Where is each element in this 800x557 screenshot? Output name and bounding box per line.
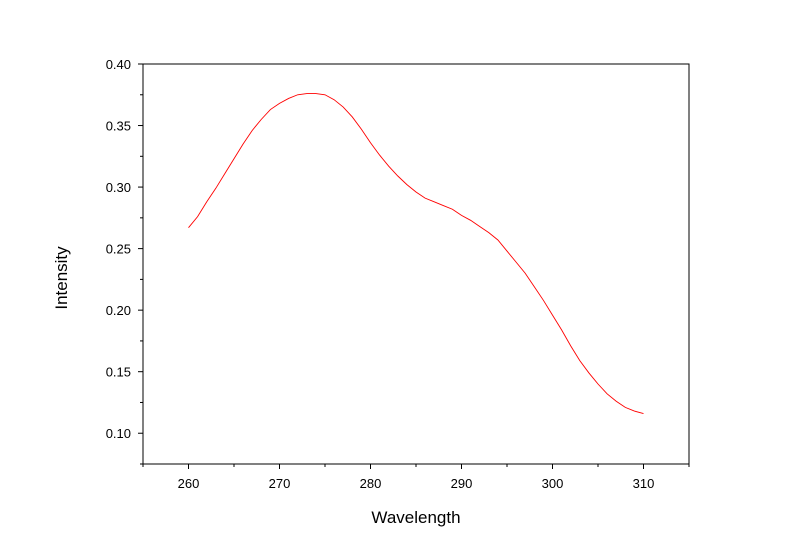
x-tick-label: 290 (451, 476, 473, 491)
y-tick-label: 0.30 (106, 180, 131, 195)
x-axis-title: Wavelength (371, 508, 460, 527)
y-axis-ticks: 0.10 0.15 0.20 0.25 0.30 0.35 0.40 (106, 57, 143, 465)
intensity-curve (188, 93, 644, 414)
x-tick-label: 300 (542, 476, 564, 491)
plot-frame (142, 63, 690, 465)
y-tick-label: 0.35 (106, 119, 131, 134)
y-tick-label: 0.10 (106, 426, 131, 441)
y-tick-label: 0.25 (106, 242, 131, 257)
y-tick-label: 0.20 (106, 303, 131, 318)
x-tick-label: 260 (178, 476, 200, 491)
x-tick-label: 270 (269, 476, 291, 491)
x-axis-ticks: 260 270 280 290 300 310 (142, 464, 690, 491)
y-tick-label: 0.15 (106, 365, 131, 380)
x-tick-label: 310 (633, 476, 655, 491)
x-tick-label: 280 (360, 476, 382, 491)
y-axis-title: Intensity (52, 246, 71, 310)
y-tick-label: 0.40 (106, 57, 131, 72)
